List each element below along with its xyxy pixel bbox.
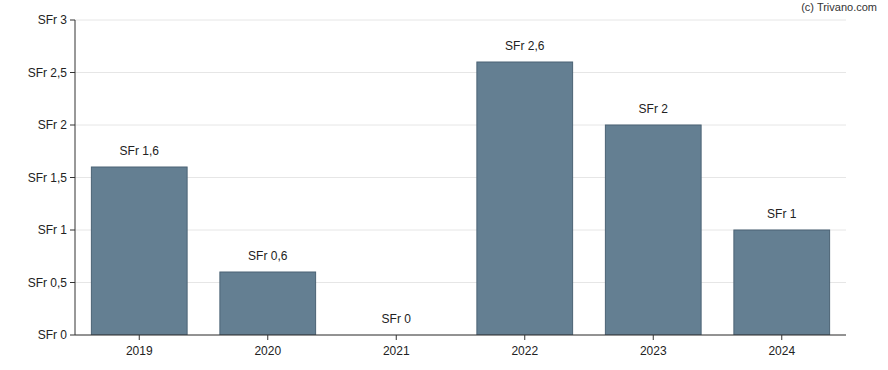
grid-line: [75, 335, 846, 336]
y-tick-label: SFr 0,5: [28, 276, 68, 290]
y-tick-label: SFr 3: [38, 13, 68, 27]
data-label: SFr 0,6: [248, 249, 288, 263]
x-tick-label: 2024: [768, 344, 795, 358]
annotation: (c) Trivano.com: [801, 1, 877, 13]
data-label: SFr 2: [639, 102, 669, 116]
bars: [91, 62, 829, 335]
grid-line: [75, 282, 846, 283]
data-label: SFr 1: [767, 207, 797, 221]
bar: [477, 62, 573, 335]
x-tick: [396, 335, 397, 340]
x-tick-label: 2022: [511, 344, 538, 358]
bar: [734, 230, 830, 335]
y-tick: [70, 20, 75, 21]
grid-line: [75, 125, 846, 126]
x-tick-label: 2020: [254, 344, 281, 358]
x-axis: [75, 335, 846, 336]
y-tick: [70, 230, 75, 231]
bar: [605, 125, 701, 335]
y-axis: [75, 20, 76, 335]
y-tick: [70, 72, 75, 73]
grid-line: [75, 177, 846, 178]
x-tick: [524, 335, 525, 340]
y-tick-label: SFr 2,5: [28, 66, 68, 80]
y-tick: [70, 125, 75, 126]
grid-line: [75, 72, 846, 73]
grid-line: [75, 20, 846, 21]
x-tick-label: 2021: [383, 344, 410, 358]
y-tick-label: SFr 1,5: [28, 171, 68, 185]
x-tick: [781, 335, 782, 340]
x-tick-label: 2019: [126, 344, 153, 358]
data-label: SFr 1,6: [120, 144, 160, 158]
data-label: SFr 2,6: [505, 39, 545, 53]
x-tick: [139, 335, 140, 340]
y-tick: [70, 335, 75, 336]
x-tick: [267, 335, 268, 340]
data-label: SFr 0: [382, 312, 412, 326]
grid-line: [75, 230, 846, 231]
y-tick-label: SFr 0: [38, 328, 68, 342]
y-tick-label: SFr 1: [38, 223, 68, 237]
bar: [220, 272, 316, 335]
y-tick-label: SFr 2: [38, 118, 68, 132]
y-tick: [70, 177, 75, 178]
x-tick-label: 2023: [640, 344, 667, 358]
chart: SFr 0 SFr 0,5 SFr 1 SFr 1,5 SFr 2 SFr 2,5 SFr …: [0, 0, 888, 370]
y-tick: [70, 282, 75, 283]
x-tick: [653, 335, 654, 340]
bar: [91, 167, 187, 335]
